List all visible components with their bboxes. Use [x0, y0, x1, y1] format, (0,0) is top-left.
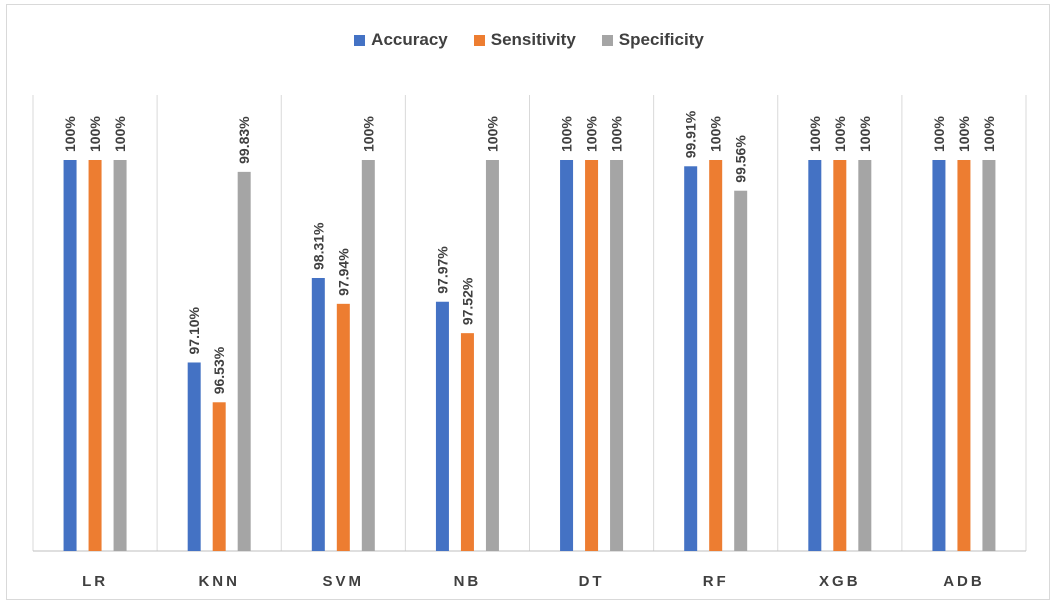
- data-label-specificity-rf: 99.56%: [733, 135, 749, 183]
- data-label-specificity-lr: 100%: [112, 116, 128, 152]
- bar-sensitivity-dt: [585, 160, 599, 551]
- legend: Accuracy Sensitivity Specificity: [0, 30, 1058, 50]
- chart-frame: [6, 4, 1050, 600]
- data-label-accuracy-knn: 97.10%: [186, 306, 202, 354]
- data-label-accuracy-xgb: 100%: [807, 116, 823, 152]
- category-label-nb: NB: [454, 573, 482, 590]
- legend-swatch-sensitivity: [473, 34, 485, 46]
- category-label-rf: RF: [703, 573, 729, 590]
- category-label-svm: SVM: [323, 573, 365, 590]
- data-label-accuracy-rf: 99.91%: [683, 110, 699, 158]
- bar-accuracy-xgb: [808, 160, 822, 551]
- bar-accuracy-knn: [187, 362, 201, 551]
- data-label-accuracy-nb: 97.97%: [434, 246, 450, 294]
- data-label-accuracy-svm: 98.31%: [310, 222, 326, 270]
- bar-specificity-knn: [237, 171, 251, 552]
- bar-sensitivity-adb: [957, 160, 971, 551]
- bar-sensitivity-lr: [88, 160, 102, 551]
- legend-label-sensitivity: Sensitivity: [490, 30, 576, 49]
- bar-accuracy-lr: [63, 160, 77, 551]
- bar-accuracy-nb: [435, 301, 449, 551]
- bar-specificity-rf: [734, 190, 748, 551]
- data-label-sensitivity-rf: 100%: [708, 116, 724, 152]
- data-label-sensitivity-lr: 100%: [87, 116, 103, 152]
- data-label-specificity-xgb: 100%: [857, 116, 873, 152]
- legend-swatch-specificity: [601, 34, 613, 46]
- bar-specificity-nb: [485, 160, 499, 551]
- data-label-sensitivity-dt: 100%: [584, 116, 600, 152]
- bar-accuracy-svm: [311, 277, 325, 551]
- category-label-adb: ADB: [943, 573, 985, 590]
- category-label-dt: DT: [579, 573, 605, 590]
- legend-label-accuracy: Accuracy: [371, 30, 448, 49]
- legend-item-accuracy: Accuracy: [354, 30, 448, 50]
- category-label-xgb: XGB: [819, 573, 861, 590]
- legend-swatch-accuracy: [354, 34, 366, 46]
- bar-accuracy-rf: [684, 166, 698, 551]
- bar-specificity-lr: [113, 160, 127, 551]
- data-label-accuracy-dt: 100%: [559, 116, 575, 152]
- data-label-specificity-dt: 100%: [609, 116, 625, 152]
- category-label-knn: KNN: [198, 573, 240, 590]
- data-label-specificity-knn: 99.83%: [236, 116, 252, 164]
- bar-sensitivity-rf: [709, 160, 723, 551]
- bar-accuracy-dt: [560, 160, 574, 551]
- data-label-specificity-svm: 100%: [360, 116, 376, 152]
- data-label-sensitivity-adb: 100%: [956, 116, 972, 152]
- bar-sensitivity-nb: [460, 333, 474, 551]
- data-label-accuracy-adb: 100%: [931, 116, 947, 152]
- bar-specificity-adb: [982, 160, 996, 551]
- category-label-lr: LR: [82, 573, 108, 590]
- legend-item-specificity: Specificity: [601, 30, 704, 50]
- bar-specificity-xgb: [858, 160, 872, 551]
- bar-sensitivity-xgb: [833, 160, 847, 551]
- legend-item-sensitivity: Sensitivity: [473, 30, 576, 50]
- data-label-sensitivity-knn: 96.53%: [211, 346, 227, 394]
- data-label-accuracy-lr: 100%: [62, 116, 78, 152]
- data-label-sensitivity-nb: 97.52%: [459, 277, 475, 325]
- bar-specificity-svm: [361, 160, 375, 551]
- bar-specificity-dt: [610, 160, 624, 551]
- data-label-specificity-nb: 100%: [484, 116, 500, 152]
- bar-accuracy-adb: [932, 160, 946, 551]
- data-label-sensitivity-xgb: 100%: [832, 116, 848, 152]
- data-label-sensitivity-svm: 97.94%: [335, 248, 351, 296]
- bar-sensitivity-svm: [336, 303, 350, 551]
- data-label-specificity-adb: 100%: [981, 116, 997, 152]
- legend-label-specificity: Specificity: [618, 30, 704, 49]
- bar-sensitivity-knn: [212, 402, 226, 551]
